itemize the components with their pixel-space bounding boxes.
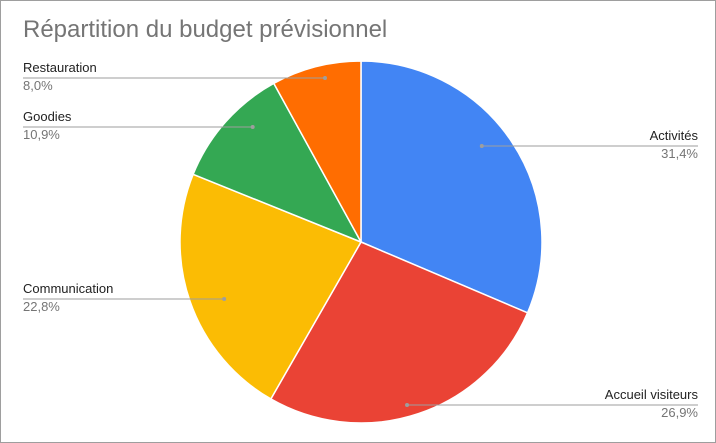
slice-value-accueil-visiteurs: 26,9% xyxy=(661,405,698,420)
pie-slice-restauration xyxy=(272,60,362,243)
leader-dot-accueil-visiteurs xyxy=(405,403,410,407)
leader-dot-restauration xyxy=(322,76,327,80)
slice-value-restauration: 8,0% xyxy=(23,78,53,93)
slice-label-restauration: Restauration xyxy=(23,60,97,75)
slice-value-communication: 22,8% xyxy=(23,299,60,314)
leader-dot-activites xyxy=(479,144,484,148)
slice-label-communication: Communication xyxy=(23,281,113,296)
leader-dot-communication xyxy=(222,297,227,301)
pie-slice-activites xyxy=(360,60,543,314)
pie-slice-goodies xyxy=(192,82,363,244)
slice-label-goodies: Goodies xyxy=(23,109,72,124)
pie-slices xyxy=(179,60,543,424)
chart-title: Répartition du budget prévisionnel xyxy=(23,16,388,43)
slice-label-accueil-visiteurs: Accueil visiteurs xyxy=(605,387,699,402)
slice-labels: Activités 31,4% Accueil visiteurs 26,9% Comm… xyxy=(23,60,698,420)
slice-value-activites: 31,4% xyxy=(661,146,698,161)
pie-slice-communication xyxy=(179,173,363,400)
slice-value-goodies: 10,9% xyxy=(23,127,60,142)
slice-label-activites: Activités xyxy=(650,128,699,143)
leader-dot-goodies xyxy=(250,125,255,129)
